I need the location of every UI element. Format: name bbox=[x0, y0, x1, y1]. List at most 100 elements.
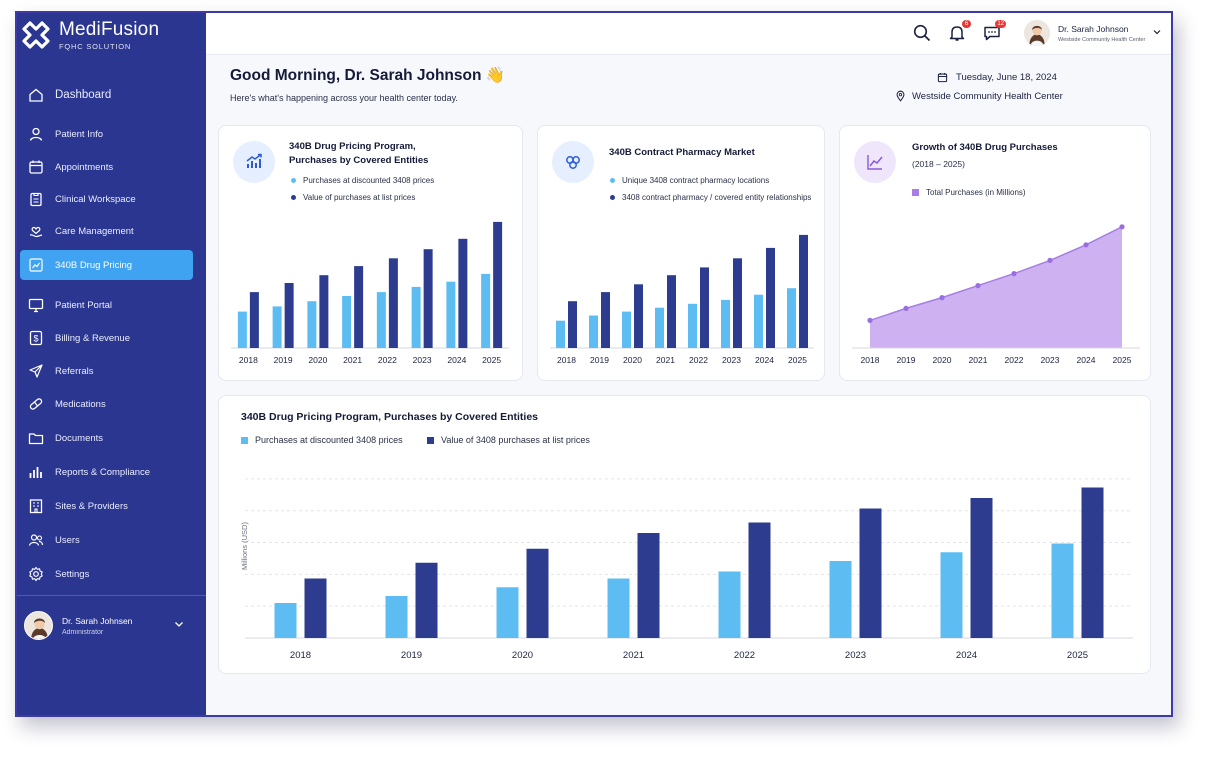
sidebar-item-settings[interactable]: Settings bbox=[20, 559, 193, 589]
dollar-icon: $ bbox=[29, 330, 43, 346]
card-growth-purchases: Growth of 340B Drug Purchases (2018 – 20… bbox=[839, 125, 1151, 381]
sidebar-item-referrals[interactable]: Referrals bbox=[20, 356, 193, 386]
bar bbox=[319, 275, 329, 348]
sidebar-item-dashboard[interactable]: Dashboard bbox=[20, 80, 193, 110]
chevron-down-icon[interactable] bbox=[1152, 27, 1162, 37]
bar bbox=[721, 299, 730, 348]
sidebar-item-care-management[interactable]: Care Management bbox=[20, 216, 193, 246]
page-subtitle: Here's what's happening across your heal… bbox=[230, 93, 458, 103]
brand-subtitle: FQHC SOLUTION bbox=[59, 42, 132, 51]
data-point bbox=[975, 283, 981, 289]
x-tick-label: 2025 bbox=[482, 355, 501, 365]
avatar[interactable] bbox=[1024, 20, 1050, 46]
x-tick-label: 2019 bbox=[274, 355, 293, 365]
sidebar-item-label: Dashboard bbox=[55, 89, 112, 101]
monitor-icon bbox=[28, 298, 44, 313]
x-tick-label: 2024 bbox=[1077, 355, 1096, 365]
legend-item: Purchases at discounted 3408 prices bbox=[291, 176, 434, 185]
x-tick-label: 2024 bbox=[447, 355, 466, 365]
data-point bbox=[903, 305, 909, 311]
bell-icon bbox=[949, 26, 965, 41]
bar bbox=[526, 548, 549, 638]
bar bbox=[1051, 543, 1074, 638]
bar bbox=[970, 498, 993, 638]
bar bbox=[634, 284, 643, 348]
bar bbox=[493, 221, 503, 348]
current-location: Westside Community Health Center bbox=[895, 90, 1063, 102]
chart-icon bbox=[29, 258, 43, 272]
chart-contract-pharmacy: 2018 2019 2020 2021 2022 2023 2024 2025 bbox=[550, 234, 814, 365]
brand[interactable]: MediFusion FQHC SOLUTION bbox=[21, 19, 159, 51]
notifications-button[interactable]: 6 bbox=[947, 20, 971, 43]
chat-icon bbox=[984, 26, 1000, 41]
bar bbox=[754, 294, 763, 348]
bar bbox=[940, 552, 963, 638]
sidebar-item-label: Reports & Compliance bbox=[55, 466, 151, 478]
x-tick-label: 2018 bbox=[290, 650, 311, 661]
sidebar-item-reports-compliance[interactable]: Reports & Compliance bbox=[20, 457, 193, 487]
chevron-down-icon[interactable] bbox=[173, 618, 185, 630]
x-tick-label: 2024 bbox=[755, 355, 774, 365]
brand-name: MediFusion bbox=[59, 19, 160, 40]
legend-item: Total Purchases (in Millions) bbox=[912, 188, 1026, 197]
calendar-icon bbox=[937, 73, 948, 83]
sidebar-item-label: Documents bbox=[55, 432, 104, 444]
sidebar-item-label: Clinical Workspace bbox=[55, 193, 136, 205]
legend-swatch bbox=[610, 178, 615, 183]
location-pin-icon bbox=[896, 90, 905, 102]
sidebar-item-label: Settings bbox=[55, 568, 90, 580]
x-tick-label: 2021 bbox=[969, 355, 988, 365]
sidebar-item-users[interactable]: Users bbox=[20, 525, 193, 555]
bar bbox=[700, 267, 709, 348]
bar bbox=[829, 561, 852, 638]
x-tick-label: 2018 bbox=[239, 355, 258, 365]
top-user-name[interactable]: Dr. Sarah Johnson bbox=[1058, 24, 1129, 34]
folder-icon bbox=[28, 433, 44, 445]
bar bbox=[787, 288, 796, 348]
bar bbox=[272, 306, 282, 348]
x-tick-label: 2022 bbox=[1005, 355, 1024, 365]
messages-button[interactable]: 12 bbox=[982, 20, 1006, 43]
bar bbox=[733, 258, 742, 348]
legend-swatch bbox=[610, 195, 615, 200]
search-icon[interactable] bbox=[912, 23, 932, 43]
y-axis-label: Millions (USD) bbox=[240, 522, 249, 570]
bar bbox=[249, 292, 259, 348]
sidebar-item-340b-drug-pricing[interactable]: 340B Drug Pricing bbox=[20, 250, 193, 280]
bar bbox=[388, 258, 398, 348]
legend-swatch bbox=[291, 178, 296, 183]
sidebar-item-label: Users bbox=[55, 534, 80, 546]
sidebar-item-documents[interactable]: Documents bbox=[20, 423, 193, 453]
current-date: Tuesday, June 18, 2024 bbox=[937, 72, 1057, 83]
sidebar-user-profile[interactable]: Dr. Sarah Johnsen Administrator bbox=[24, 611, 132, 640]
card-subtitle: (2018 – 2025) bbox=[912, 159, 965, 169]
sidebar-item-clinical-workspace[interactable]: Clinical Workspace bbox=[20, 184, 193, 214]
x-tick-label: 2019 bbox=[590, 355, 609, 365]
bar bbox=[799, 234, 808, 348]
bar bbox=[385, 596, 408, 638]
sidebar-item-patient-portal[interactable]: Patient Portal bbox=[20, 290, 193, 320]
bar bbox=[859, 508, 882, 638]
legend-label: Total Purchases (in Millions) bbox=[926, 188, 1026, 197]
data-point bbox=[1119, 224, 1125, 230]
trend-chart-icon bbox=[233, 141, 275, 183]
clipboard-icon bbox=[30, 192, 42, 207]
chart-340b-purchases: 2018 2019 2020 2021 2022 2023 2024 2025 bbox=[231, 221, 509, 365]
sidebar-item-medications[interactable]: Medications bbox=[20, 389, 193, 419]
card-title-line: Purchases by Covered Entities bbox=[289, 155, 429, 166]
sidebar-item-appointments[interactable]: Appointments bbox=[20, 152, 193, 182]
data-point bbox=[939, 295, 945, 301]
bar-chart-icon bbox=[29, 467, 42, 478]
medifusion-logo-icon bbox=[21, 20, 51, 50]
sidebar-item-sites-providers[interactable]: Sites & Providers bbox=[20, 491, 193, 521]
x-tick-label: 2023 bbox=[845, 650, 866, 661]
legend-label: Unique 3408 contract pharmacy locations bbox=[622, 176, 770, 185]
x-tick-label: 2022 bbox=[689, 355, 708, 365]
sidebar-item-patient-info[interactable]: Patient Info bbox=[20, 119, 193, 149]
data-point bbox=[1047, 257, 1053, 263]
x-tick-label: 2019 bbox=[897, 355, 916, 365]
bar bbox=[655, 307, 664, 348]
sidebar-item-billing-revenue[interactable]: $ Billing & Revenue bbox=[20, 323, 193, 353]
legend-swatch bbox=[291, 195, 296, 200]
x-tick-label: 2025 bbox=[1113, 355, 1132, 365]
